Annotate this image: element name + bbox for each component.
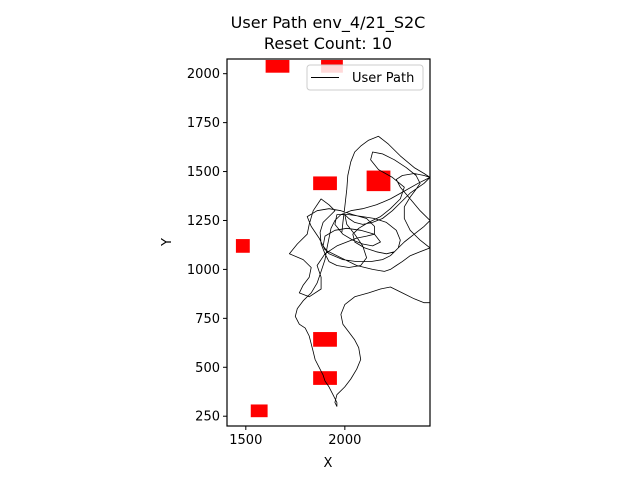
y-tick-label: 2000 (187, 67, 220, 82)
obstacle-6 (313, 371, 337, 385)
path-layer (288, 135, 430, 407)
plot-frame (226, 58, 431, 427)
y-tick-label: 250 (195, 410, 220, 425)
x-tick-label: 2000 (328, 433, 361, 448)
y-axis: 250 500 750 1000 1250 1500 1750 2000 (187, 67, 227, 425)
y-axis-label: Y (160, 238, 175, 247)
legend: User Path (306, 64, 424, 91)
x-tick-label: 1500 (229, 433, 262, 448)
y-tick-label: 500 (195, 361, 220, 376)
x-axis: 1500 2000 (229, 426, 361, 448)
y-tick-label: 1500 (187, 165, 220, 180)
obstacle-0 (265, 59, 290, 73)
obstacle-3 (366, 170, 391, 192)
obstacle-5 (313, 332, 337, 347)
legend-box (306, 64, 424, 91)
series-user-path (288, 135, 430, 407)
chart-title: User Path env_4/21_S2C (231, 13, 426, 33)
y-tick-label: 750 (195, 312, 220, 327)
chart-subtitle: Reset Count: 10 (264, 34, 392, 53)
obstacle-4 (235, 239, 250, 253)
legend-label: User Path (352, 71, 414, 86)
x-axis-label: X (324, 456, 333, 471)
obstacle-2 (313, 176, 337, 191)
y-tick-label: 1750 (187, 116, 220, 131)
y-tick-label: 1250 (187, 214, 220, 229)
obstacle-7 (250, 404, 268, 418)
obstacle-layer (235, 59, 391, 418)
y-tick-label: 1000 (187, 263, 220, 278)
